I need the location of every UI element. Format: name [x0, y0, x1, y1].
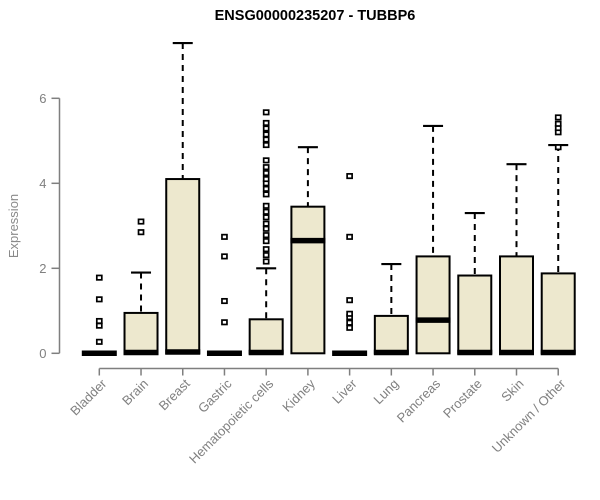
outlier-point [262, 238, 270, 245]
outlier-point [262, 220, 270, 227]
outlier-point [262, 170, 270, 177]
outlier-point [262, 109, 270, 116]
outlier-point [262, 176, 270, 183]
y-tick-label: 0 [39, 346, 46, 361]
box [373, 314, 409, 355]
x-tick-label: Pancreas [394, 376, 444, 426]
outlier-point [262, 191, 270, 198]
outlier-point [262, 208, 270, 215]
x-tick-label: Prostate [440, 376, 485, 421]
outlier-point [346, 297, 353, 304]
outlier-point [262, 136, 270, 143]
box [290, 205, 326, 355]
outlier-point [262, 125, 270, 132]
outlier-point [554, 120, 562, 127]
outlier-point [95, 322, 103, 329]
outlier-point [262, 142, 270, 149]
outlier-point [346, 324, 353, 331]
outlier-point [221, 297, 228, 305]
x-tick-label: Liver [329, 376, 360, 407]
outlier-point [137, 229, 145, 236]
box [499, 255, 534, 355]
outlier-point [262, 246, 270, 253]
x-tick-label: Kidney [279, 376, 318, 415]
outlier-point [95, 317, 103, 325]
outlier-point [95, 274, 103, 281]
outlier-point [95, 296, 103, 303]
box [123, 311, 159, 355]
outlier-point [346, 319, 353, 326]
box [248, 318, 284, 355]
outlier-point [221, 233, 228, 240]
outlier-point [95, 338, 103, 345]
outlier-point [262, 252, 270, 259]
x-tick-label: Unknown / Other [489, 376, 569, 456]
outlier-point [221, 319, 228, 326]
outlier-point [346, 310, 353, 317]
outlier-point [262, 225, 270, 232]
x-tick-label: Lung [370, 376, 401, 407]
outlier-point [554, 144, 562, 151]
outlier-point [262, 131, 270, 138]
box [540, 272, 576, 355]
y-tick-label: 6 [39, 91, 46, 106]
outlier-point [262, 214, 270, 221]
x-tick-label: Bladder [67, 376, 110, 419]
box [457, 274, 493, 355]
box [415, 255, 451, 355]
outlier-point [554, 114, 562, 121]
outlier-point [262, 258, 270, 265]
x-tick-label: Breast [156, 376, 193, 413]
outlier-point [262, 202, 270, 209]
outlier-point [346, 173, 353, 180]
outlier-point [137, 218, 145, 225]
y-tick-label: 4 [39, 176, 46, 191]
outlier-point [262, 232, 270, 239]
outlier-point [346, 233, 353, 240]
y-tick-label: 2 [39, 261, 46, 276]
x-tick-label: Gastric [195, 376, 235, 416]
chart-title: ENSG00000235207 - TUBBP6 [214, 8, 416, 24]
outlier-point [262, 164, 270, 171]
box [165, 178, 201, 355]
x-tick-label: Brain [119, 376, 151, 408]
x-tick-label: Skin [498, 376, 526, 404]
outlier-point [262, 119, 270, 127]
outlier-point [262, 157, 270, 164]
outlier-point [262, 185, 270, 192]
outlier-point [221, 253, 228, 260]
